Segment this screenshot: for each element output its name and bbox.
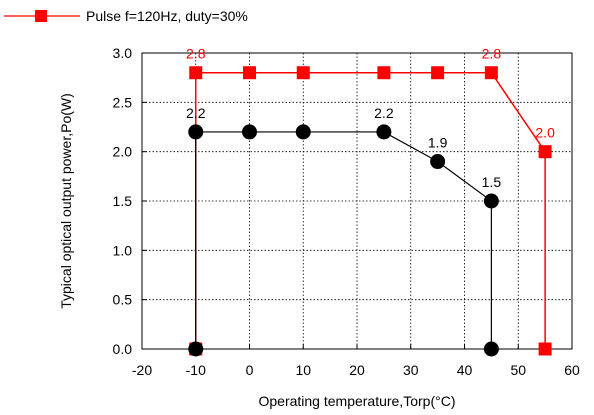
legend-marker (35, 10, 47, 22)
y-tick-label: 0.0 (113, 341, 133, 357)
data-point (188, 341, 204, 357)
y-tick-label: 2.0 (113, 144, 133, 160)
series-pulse (189, 66, 552, 356)
data-point (538, 145, 552, 159)
x-tick-label: 50 (510, 362, 526, 378)
y-tick-label: 2.5 (113, 94, 133, 110)
data-point (243, 66, 256, 80)
data-point (483, 341, 499, 357)
y-tick-label: 1.0 (113, 242, 133, 258)
x-tick-label: -20 (132, 362, 152, 378)
x-tick-label: 40 (457, 362, 473, 378)
x-tick-label: 0 (246, 362, 254, 378)
data-label: 2.0 (535, 125, 555, 141)
data-point (189, 66, 203, 80)
data-point (377, 66, 391, 80)
x-axis-label: Operating temperature,Torp(°C) (258, 393, 455, 409)
legend-label: Pulse f=120Hz, duty=30% (86, 8, 248, 24)
series-line (195, 131, 492, 349)
data-point (484, 66, 498, 80)
data-label: 1.5 (482, 174, 502, 190)
data-label: 2.2 (374, 105, 394, 121)
x-tick-label: -10 (186, 362, 206, 378)
data-point (538, 342, 552, 356)
series-black (188, 124, 499, 357)
x-tick-label: 10 (295, 362, 311, 378)
series-line (195, 71, 546, 349)
data-point (483, 193, 499, 209)
x-tick-label: 20 (349, 362, 365, 378)
data-point (295, 124, 311, 140)
data-label: 2.8 (482, 46, 502, 62)
x-tick-label: 60 (564, 362, 580, 378)
y-tick-label: 1.5 (113, 193, 133, 209)
data-labels: 2.8 2.8 2.0 2.2 2.2 1.9 1.5 (186, 46, 555, 190)
x-tick-label: 30 (403, 362, 419, 378)
data-point (296, 66, 310, 80)
axis-ticks: 0.0 0.5 1.0 1.5 2.0 2.5 3.0 -20 -10 0 10 20 30 40 50 60 (113, 45, 580, 378)
y-axis-label: Typical optical output power,Po(W) (58, 93, 74, 309)
data-point (376, 124, 392, 140)
series-layer (188, 66, 552, 357)
data-label: 2.2 (186, 105, 206, 121)
data-label: 2.8 (186, 46, 206, 62)
data-point (242, 124, 257, 140)
data-label: 1.9 (428, 135, 448, 151)
data-point (430, 154, 446, 170)
y-tick-label: 0.5 (113, 292, 133, 308)
data-point (431, 66, 445, 80)
data-point (188, 124, 204, 140)
y-tick-label: 3.0 (113, 45, 133, 61)
grid-lines (142, 53, 572, 349)
legend: Pulse f=120Hz, duty=30% (4, 8, 248, 24)
